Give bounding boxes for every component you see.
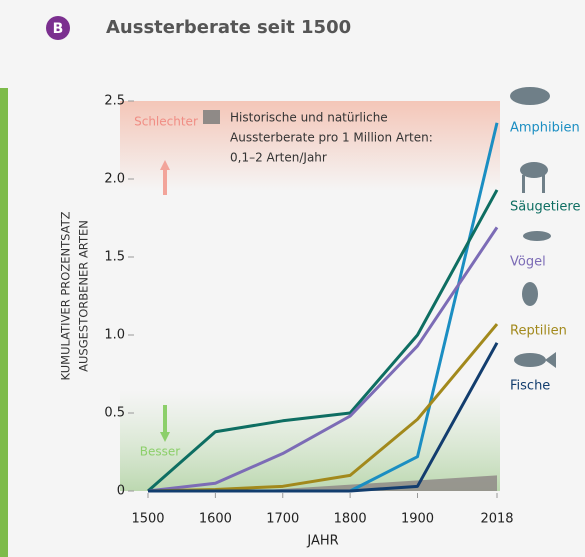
historic-band [249, 475, 497, 491]
y-axis-label: AUSGESTORBENER ARTEN [77, 220, 91, 372]
icon-fish [545, 352, 556, 368]
side-strip [0, 88, 8, 557]
series-line [147, 226, 499, 493]
worse-zone [120, 101, 500, 191]
y-tick-label: 1.5 [104, 250, 125, 265]
legend-label: Historische und natürliche [230, 111, 388, 125]
badge-label: B [53, 21, 64, 37]
y-tick-label: 2.0 [104, 172, 125, 187]
chart-title: Aussterberate seit 1500 [106, 17, 351, 38]
worse-arrow [160, 160, 170, 195]
x-axis-label: JAHR [306, 534, 338, 549]
y-tick-label: 0.5 [104, 406, 125, 421]
series-label: Fische [510, 379, 550, 394]
series-label: Vögel [510, 255, 546, 270]
y-axis-label: KUMULATIVER PROZENTSATZ [59, 211, 73, 380]
better-arrow [160, 405, 170, 442]
y-tick-label: 2.5 [104, 94, 125, 109]
legend-label: 0,1–2 Arten/Jahr [230, 151, 327, 165]
series-label: Amphibien [510, 121, 580, 136]
series-label: Säugetiere [510, 200, 580, 215]
icon-deer [522, 175, 525, 193]
icon-deer [520, 162, 548, 178]
icons [510, 87, 556, 368]
icon-bird [523, 231, 551, 241]
series-label: Reptilien [510, 324, 567, 339]
y-tick-label: 1.0 [104, 328, 125, 343]
icon-deer [542, 175, 545, 193]
x-tick-label: 1600 [199, 512, 232, 527]
legend-label: Aussterberate pro 1 Million Arten: [230, 131, 433, 145]
x-tick-label: 2018 [480, 512, 513, 527]
worse-label: Schlechter [134, 115, 198, 129]
series-line [148, 342, 499, 493]
icon-fish [514, 353, 546, 367]
better-label: Besser [140, 445, 181, 459]
series-line [147, 189, 499, 493]
x-tick-label: 1700 [266, 512, 299, 527]
x-tick-label: 1500 [131, 512, 164, 527]
badge [46, 16, 70, 40]
better-zone [120, 390, 500, 491]
icon-lizard [522, 282, 538, 306]
icon-frog [510, 87, 550, 105]
y-tick-label: 0 [117, 484, 125, 499]
legend-swatch [203, 110, 220, 124]
x-tick-label: 1800 [334, 512, 367, 527]
x-tick-label: 1900 [401, 512, 434, 527]
